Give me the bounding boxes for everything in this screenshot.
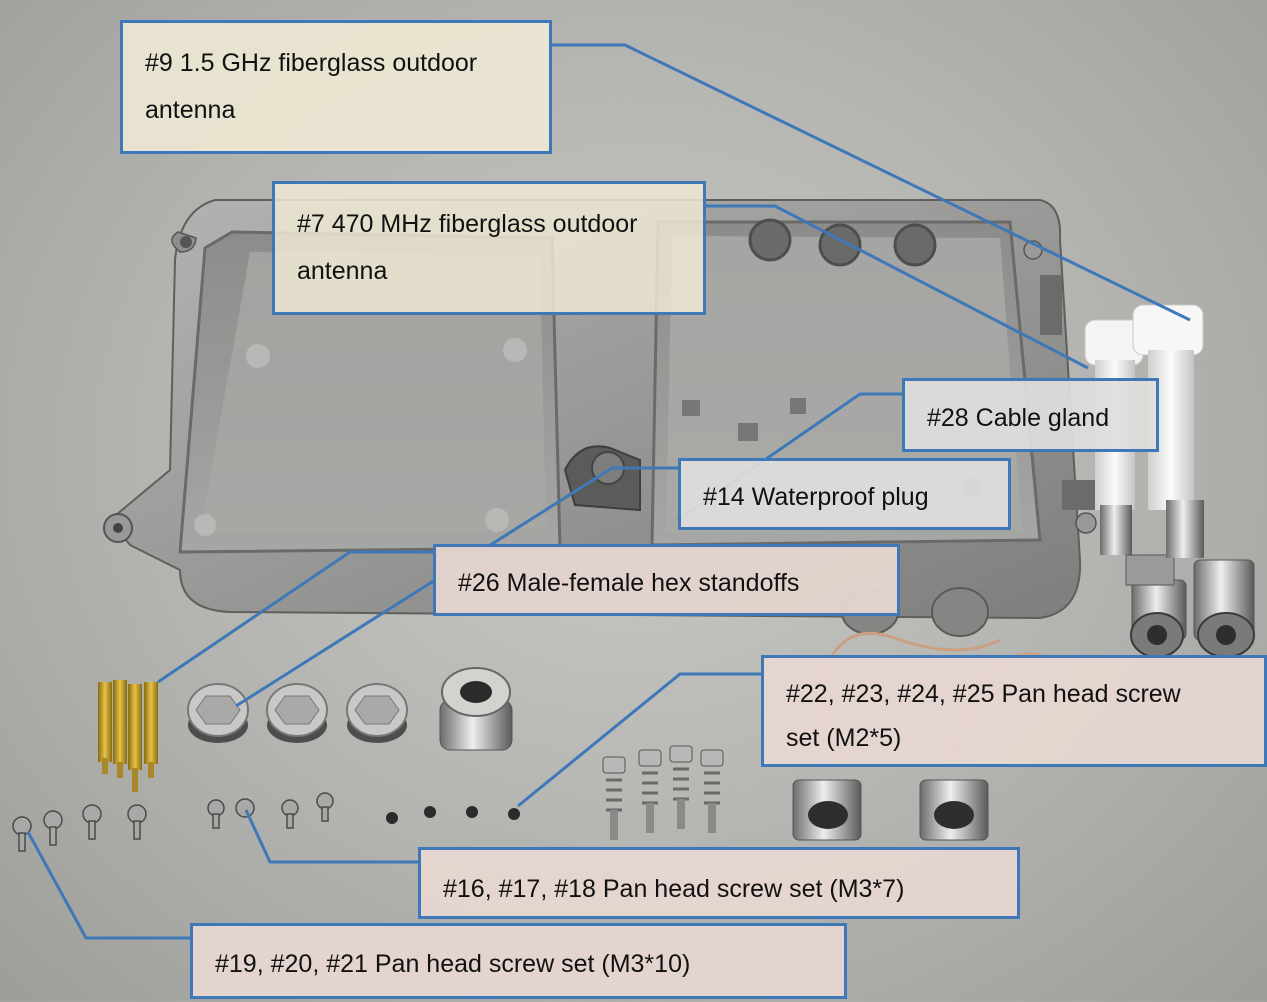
callout-pan-head-screw-m2x5: #22, #23, #24, #25 Pan head screw set (M… <box>761 655 1267 767</box>
callout-pan-head-screw-m3x10: #19, #20, #21 Pan head screw set (M3*10) <box>190 923 847 999</box>
cable-gland <box>439 667 513 751</box>
callout-text: #26 Male-female hex standoffs <box>458 569 800 597</box>
callout-text-line-1: #7 470 MHz fiberglass outdoor <box>297 210 638 238</box>
callout-pan-head-screw-m3x7: #16, #17, #18 Pan head screw set (M3*7) <box>418 847 1020 919</box>
callout-cable-gland: #28 Cable gland <box>902 378 1159 452</box>
callout-text-line-1: #9 1.5 GHz fiberglass outdoor <box>145 49 478 77</box>
callout-text-line-2: antenna <box>297 257 388 285</box>
brass-standoffs <box>98 680 158 792</box>
waterproof-plugs <box>187 683 408 743</box>
spring-screws <box>602 745 724 840</box>
callout-text-line-2: set (M2*5) <box>786 724 902 752</box>
callout-text-line-1: #22, #23, #24, #25 Pan head screw <box>786 680 1181 708</box>
callout-text: #14 Waterproof plug <box>703 483 929 511</box>
small-screws <box>12 792 520 852</box>
callout-text: #16, #17, #18 Pan head screw set (M3*7) <box>443 875 905 903</box>
callout-waterproof-plug: #14 Waterproof plug <box>678 458 1011 530</box>
callout-text-line-2: antenna <box>145 96 236 124</box>
antennas <box>1084 304 1255 658</box>
callout-fiberglass-antenna-470mhz: #7 470 MHz fiberglass outdoor antenna <box>272 181 706 315</box>
callout-fiberglass-antenna-15ghz: #9 1.5 GHz fiberglass outdoor antenna <box>120 20 552 154</box>
callout-text: #19, #20, #21 Pan head screw set (M3*10) <box>215 950 691 978</box>
callout-text: #28 Cable gland <box>927 404 1110 432</box>
callout-hex-standoffs: #26 Male-female hex standoffs <box>433 544 900 616</box>
